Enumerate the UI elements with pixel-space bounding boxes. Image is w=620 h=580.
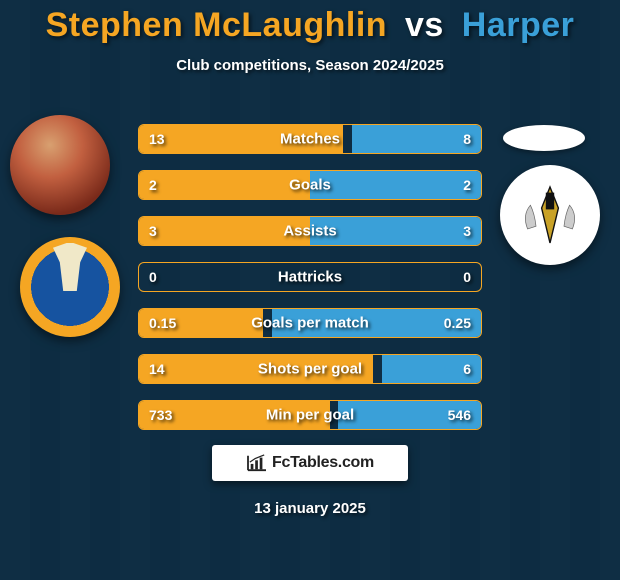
stat-label: Shots per goal xyxy=(258,361,362,378)
subtitle: Club competitions, Season 2024/2025 xyxy=(0,57,620,74)
stat-label: Goals per match xyxy=(251,315,369,332)
stat-row: Min per goal 733 546 xyxy=(138,400,482,430)
stat-value-right: 0 xyxy=(463,269,471,285)
title-player1: Stephen McLaughlin xyxy=(46,6,387,44)
stat-row: Hattricks 0 0 xyxy=(138,262,482,292)
stat-value-left: 0 xyxy=(149,269,157,285)
page-title: Stephen McLaughlin vs Harper xyxy=(0,0,620,45)
date-label: 13 january 2025 xyxy=(254,500,366,517)
stat-label: Min per goal xyxy=(266,407,354,424)
stat-value-left: 2 xyxy=(149,177,157,193)
player1-avatar xyxy=(10,115,110,215)
stat-label: Goals xyxy=(289,177,331,194)
stat-value-left: 13 xyxy=(149,131,165,147)
stat-label: Matches xyxy=(280,131,340,148)
player1-club-logo xyxy=(20,237,120,337)
stat-fill-left xyxy=(138,170,310,200)
stat-value-left: 3 xyxy=(149,223,157,239)
crest-icon xyxy=(515,180,585,250)
stat-row: Assists 3 3 xyxy=(138,216,482,246)
stat-label: Hattricks xyxy=(278,269,342,286)
player2-avatar xyxy=(503,125,585,151)
stat-value-right: 6 xyxy=(463,361,471,377)
stat-label: Assists xyxy=(283,223,336,240)
title-vs: vs xyxy=(405,6,444,44)
comparison-card: Stephen McLaughlin vs Harper Club compet… xyxy=(0,0,620,580)
stat-row: Goals per match 0.15 0.25 xyxy=(138,308,482,338)
chart-icon xyxy=(246,454,268,472)
stat-value-right: 546 xyxy=(448,407,471,423)
brand-text: FcTables.com xyxy=(272,454,374,472)
brand-badge: FcTables.com xyxy=(212,445,408,481)
stat-row: Goals 2 2 xyxy=(138,170,482,200)
stat-value-left: 14 xyxy=(149,361,165,377)
stat-value-right: 3 xyxy=(463,223,471,239)
title-player2: Harper xyxy=(462,6,575,44)
stat-fill-right xyxy=(310,170,482,200)
stat-value-right: 0.25 xyxy=(444,315,471,331)
stats-table: Matches 13 8 Goals 2 2 Assists 3 3 Hattricks 0 0 Goa… xyxy=(138,124,482,446)
stat-row: Matches 13 8 xyxy=(138,124,482,154)
stat-value-left: 733 xyxy=(149,407,172,423)
stat-value-left: 0.15 xyxy=(149,315,176,331)
player2-club-logo xyxy=(500,165,600,265)
stat-value-right: 2 xyxy=(463,177,471,193)
stat-row: Shots per goal 14 6 xyxy=(138,354,482,384)
stat-value-right: 8 xyxy=(463,131,471,147)
